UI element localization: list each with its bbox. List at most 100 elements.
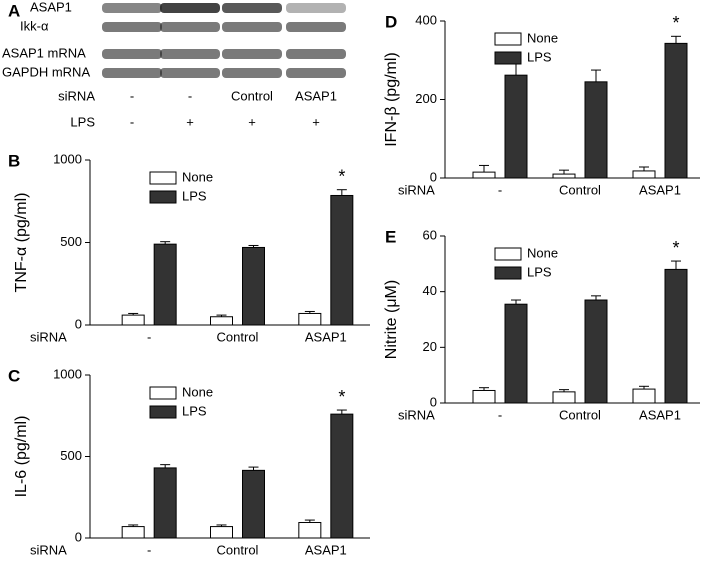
- bar: [153, 467, 177, 539]
- blot-band: [160, 3, 220, 13]
- x-tick-label: Control: [559, 407, 601, 422]
- annotation: *: [338, 166, 345, 186]
- legend-label: LPS: [527, 264, 552, 279]
- y-tick-label: 40: [423, 283, 437, 298]
- bar: [298, 312, 322, 326]
- blot-band: [160, 68, 220, 78]
- blot-band: [222, 3, 282, 13]
- legend-label: LPS: [182, 403, 207, 418]
- legend-label: None: [182, 169, 213, 184]
- blot-band: [286, 3, 346, 13]
- bar: [632, 170, 656, 179]
- annotation: *: [338, 387, 345, 407]
- panel-letter: B: [8, 151, 20, 170]
- bar: [210, 526, 233, 539]
- legend-swatch: [494, 32, 522, 46]
- blot-band: [222, 49, 282, 59]
- blot-band: [160, 49, 220, 59]
- y-tick-label: 500: [60, 234, 82, 249]
- panel-letter: D: [385, 12, 397, 31]
- row-cell: +: [312, 114, 320, 129]
- row-cell: Control: [231, 88, 273, 103]
- y-axis-label: Nitrite (μM): [383, 280, 400, 359]
- x-tick-label: -: [498, 407, 502, 422]
- x-axis-label: siRNA: [398, 407, 435, 422]
- bar: [242, 469, 265, 539]
- x-tick-label: Control: [217, 542, 259, 557]
- x-axis-label: siRNA: [30, 542, 67, 557]
- y-tick-label: 0: [75, 529, 82, 544]
- blot-band: [286, 68, 346, 78]
- band-label: ASAP1: [30, 0, 72, 14]
- blot-band: [286, 22, 346, 32]
- row-label: siRNA: [58, 88, 95, 103]
- band-label: Ikk-α: [20, 18, 49, 33]
- bar: [121, 314, 145, 326]
- blot-band: [102, 68, 162, 78]
- blot-band: [222, 22, 282, 32]
- blot-band: [160, 22, 220, 32]
- x-tick-label: ASAP1: [305, 542, 347, 557]
- row-cell: +: [186, 114, 194, 129]
- legend-swatch: [494, 247, 522, 261]
- x-tick-label: -: [498, 182, 502, 197]
- panel-letter: C: [8, 366, 20, 385]
- y-tick-label: 0: [430, 394, 437, 409]
- y-tick-label: 60: [423, 227, 437, 242]
- bar: [552, 391, 576, 404]
- bar: [504, 303, 528, 404]
- x-tick-label: ASAP1: [305, 329, 347, 344]
- bar: [584, 81, 608, 179]
- bar: [552, 173, 576, 179]
- panel-letter: E: [385, 227, 396, 246]
- bar: [330, 413, 354, 539]
- blot-band: [286, 49, 346, 59]
- row-cell: -: [130, 114, 134, 129]
- y-axis-label: IFN-β (pg/ml): [383, 52, 400, 147]
- bar: [330, 194, 354, 326]
- band-label: ASAP1 mRNA: [2, 45, 86, 60]
- legend-swatch: [149, 386, 177, 400]
- x-axis-label: siRNA: [30, 329, 67, 344]
- bar: [664, 42, 688, 179]
- bar: [472, 171, 496, 179]
- x-tick-label: Control: [217, 329, 259, 344]
- y-tick-label: 1000: [53, 366, 82, 381]
- y-tick-label: 20: [423, 339, 437, 354]
- annotation: *: [672, 13, 679, 33]
- legend-swatch: [494, 266, 522, 280]
- legend-label: LPS: [182, 188, 207, 203]
- bar: [210, 316, 233, 326]
- legend-swatch: [149, 405, 177, 419]
- y-tick-label: 200: [415, 91, 437, 106]
- blot-band: [222, 68, 282, 78]
- bar: [121, 526, 145, 539]
- row-cell: ASAP1: [295, 88, 337, 103]
- bar: [584, 299, 608, 404]
- x-tick-label: -: [147, 329, 151, 344]
- legend-swatch: [149, 171, 177, 185]
- bar: [242, 246, 265, 326]
- panel-letter: A: [8, 1, 20, 20]
- row-cell: -: [130, 88, 134, 103]
- bar: [664, 268, 688, 404]
- row-label: LPS: [70, 114, 95, 129]
- row-cell: -: [188, 88, 192, 103]
- x-tick-label: -: [147, 542, 151, 557]
- x-axis-label: siRNA: [398, 182, 435, 197]
- legend-swatch: [494, 51, 522, 65]
- blot-band: [102, 3, 162, 13]
- bar: [153, 243, 177, 326]
- legend-label: None: [527, 245, 558, 260]
- y-tick-label: 500: [60, 448, 82, 463]
- legend-label: LPS: [527, 49, 552, 64]
- bar: [472, 389, 496, 404]
- row-cell: +: [248, 114, 256, 129]
- y-tick-label: 400: [415, 12, 437, 27]
- y-axis-label: IL-6 (pg/ml): [13, 416, 30, 498]
- y-axis-label: TNF-α (pg/ml): [13, 193, 30, 293]
- legend-label: None: [182, 384, 213, 399]
- bar: [504, 74, 528, 179]
- y-tick-label: 0: [75, 316, 82, 331]
